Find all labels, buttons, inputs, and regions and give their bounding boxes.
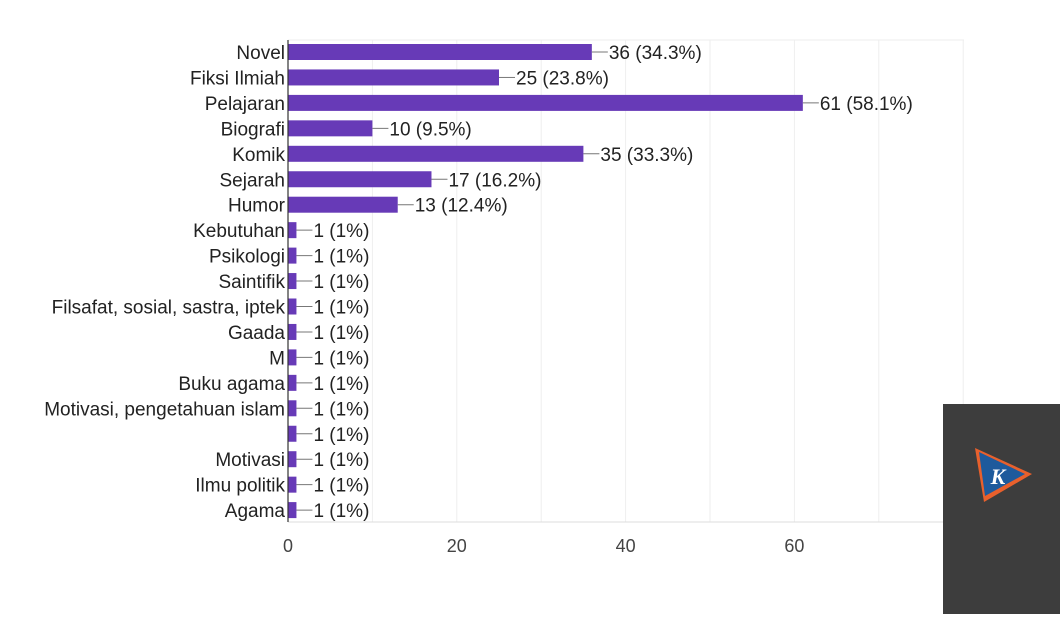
category-label: Motivasi [215, 450, 285, 471]
kompas-logo-icon: K [975, 448, 1032, 502]
bar [288, 120, 373, 137]
bar [288, 298, 297, 315]
category-label: Motivasi, pengetahuan islam [44, 399, 285, 420]
category-label: Biografi [221, 119, 285, 140]
x-tick-label: 40 [616, 536, 636, 556]
logo-letter: K [990, 464, 1007, 489]
value-label: 36 (34.3%) [609, 43, 702, 64]
category-label: Pelajaran [205, 94, 285, 115]
category-label: Saintifik [218, 272, 285, 293]
bars [288, 44, 803, 519]
bar [288, 196, 398, 213]
bar [288, 69, 499, 86]
value-label: 61 (58.1%) [820, 94, 913, 115]
value-label: 35 (33.3%) [600, 145, 693, 166]
category-labels: Novel Fiksi Ilmiah Pelajaran Biografi Komik S… [44, 43, 285, 522]
value-label: 1 (1%) [313, 348, 369, 369]
value-label: 1 (1%) [313, 399, 369, 420]
value-label: 10 (9.5%) [389, 119, 471, 140]
category-label: Buku agama [178, 374, 285, 395]
category-label: Ilmu politik [195, 476, 285, 497]
category-label: Psikologi [209, 247, 285, 268]
x-tick-label: 20 [447, 536, 467, 556]
bar [288, 400, 297, 417]
value-label: 1 (1%) [313, 272, 369, 293]
category-label: Filsafat, sosial, sastra, iptek [52, 298, 286, 319]
bar [288, 425, 297, 442]
category-label: Humor [228, 196, 286, 217]
bar [288, 222, 297, 239]
value-label: 25 (23.8%) [516, 68, 609, 89]
bar [288, 171, 432, 188]
bar [288, 476, 297, 493]
category-label: Sejarah [220, 170, 286, 191]
bar [288, 323, 297, 340]
bar [288, 44, 592, 60]
category-label: Komik [232, 145, 285, 166]
bar [288, 145, 584, 162]
category-label: M [269, 348, 285, 369]
value-label: 17 (16.2%) [448, 170, 541, 191]
value-label: 1 (1%) [313, 323, 369, 344]
bar [288, 94, 803, 111]
value-label: 1 (1%) [313, 450, 369, 471]
bar [288, 349, 297, 366]
category-label: Fiksi Ilmiah [190, 68, 285, 89]
x-axis-ticks: 0 20 40 60 [283, 536, 804, 556]
category-label: Gaada [228, 323, 285, 344]
value-label: 1 (1%) [313, 298, 369, 319]
category-label: Agama [225, 501, 286, 522]
value-label: 1 (1%) [313, 247, 369, 268]
logo-badge: K [943, 404, 1060, 614]
value-label: 1 (1%) [313, 501, 369, 522]
value-label: 13 (12.4%) [415, 196, 508, 217]
gridlines [288, 39, 964, 523]
value-label: 1 (1%) [313, 476, 369, 497]
x-tick-label: 60 [784, 536, 804, 556]
value-label: 1 (1%) [313, 425, 369, 446]
category-label: Kebutuhan [193, 221, 285, 242]
bar [288, 247, 297, 264]
x-tick-label: 0 [283, 536, 293, 556]
bar [288, 451, 297, 468]
category-label: Novel [236, 43, 285, 64]
bar [288, 374, 297, 391]
bar [288, 273, 297, 290]
bar [288, 502, 297, 519]
value-label: 1 (1%) [313, 374, 369, 395]
value-labels: 36 (34.3%)25 (23.8%) 61 (58.1%) 10 (9.5%) 3… [296, 43, 913, 522]
value-label: 1 (1%) [313, 221, 369, 242]
